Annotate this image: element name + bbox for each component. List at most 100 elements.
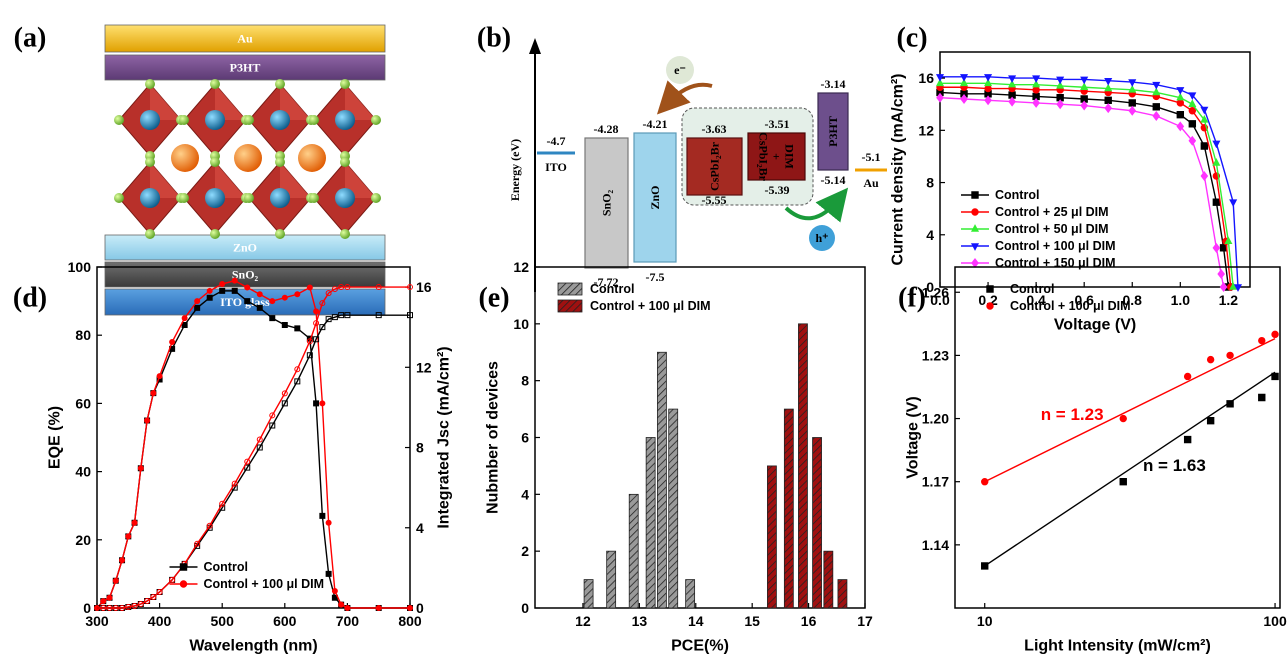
- data-point: [982, 563, 988, 569]
- legend-marker: [972, 259, 978, 267]
- data-point: [182, 322, 187, 327]
- hole-label: h⁺: [815, 231, 828, 245]
- a-site: [171, 144, 199, 172]
- layer-name: Au: [863, 176, 879, 190]
- x-site: [340, 157, 350, 167]
- x-site: [244, 193, 254, 203]
- y-tick-label: 10: [513, 316, 529, 332]
- y2-tick-label: 12: [416, 359, 432, 375]
- level-value: -3.63: [702, 122, 727, 136]
- x-site: [309, 115, 319, 125]
- data-point: [1201, 172, 1207, 180]
- data-point: [1259, 394, 1265, 400]
- legend-label: Control + 100 μl DIM: [1010, 299, 1131, 313]
- legend-label: Control: [204, 560, 248, 574]
- panel-label: (d): [13, 283, 47, 314]
- x-tick-label: 600: [273, 613, 297, 629]
- legend-label: Control: [995, 188, 1039, 202]
- data-point: [1129, 107, 1135, 115]
- legend-label: Control + 100 μl DIM: [590, 299, 711, 313]
- legend-label: Control + 100 μl DIM: [204, 577, 325, 591]
- bar: [767, 466, 776, 608]
- legend-marker: [180, 564, 186, 570]
- x-site: [179, 115, 189, 125]
- level-value: -5.1: [862, 150, 881, 164]
- legend-marker: [987, 303, 993, 309]
- data-point: [320, 401, 325, 406]
- legend-marker: [987, 286, 993, 292]
- data-point: [1057, 77, 1063, 83]
- x-tick-label: 400: [148, 613, 172, 629]
- y-tick-label: 40: [75, 464, 91, 480]
- energy-axis-label: Energy (eV): [508, 139, 522, 201]
- data-point: [257, 292, 262, 297]
- layer-label: ZnO: [233, 241, 257, 255]
- data-point: [1272, 373, 1278, 379]
- data-point: [232, 278, 237, 283]
- fit-annotation: n = 1.23: [1041, 405, 1104, 424]
- layer-name: P3HT: [826, 116, 840, 147]
- b-site: [140, 110, 160, 130]
- b-site: [140, 188, 160, 208]
- data-point: [157, 374, 162, 379]
- x-tick-label: 500: [211, 613, 235, 629]
- data-point: [107, 595, 112, 600]
- legend-swatch: [558, 283, 582, 295]
- x-tick-label: 700: [336, 613, 360, 629]
- data-point: [408, 606, 413, 611]
- data-point: [257, 305, 262, 310]
- legend-marker: [180, 581, 186, 587]
- legend-label: Control + 25 μl DIM: [995, 205, 1109, 219]
- x-tick-label: 1.0: [1171, 292, 1191, 308]
- data-point: [1105, 104, 1111, 112]
- panel-label: (b): [477, 23, 511, 54]
- data-point: [220, 288, 225, 293]
- x-site: [371, 115, 381, 125]
- data-point: [1201, 107, 1207, 113]
- x-site: [179, 193, 189, 203]
- x-tick-label: 10: [977, 613, 993, 629]
- layer-name: CsPbI₂Br: [708, 141, 722, 191]
- data-point: [1213, 159, 1219, 165]
- legend-marker: [972, 209, 978, 215]
- fit-annotation: n = 1.63: [1143, 456, 1206, 475]
- data-point: [170, 340, 175, 345]
- x-axis-label: Voltage (V): [1054, 317, 1136, 334]
- layer-name: ZnO: [648, 185, 662, 209]
- x-site: [275, 157, 285, 167]
- bar: [686, 580, 695, 608]
- y-tick-label: 4: [521, 486, 529, 502]
- y-tick-label: 100: [68, 259, 92, 275]
- legend-label: Control + 100 μl DIM: [995, 239, 1116, 253]
- y2-axis-label: Integrated Jsc (mA/cm²): [436, 346, 453, 528]
- fit-line: [985, 339, 1275, 482]
- data-point: [326, 571, 331, 576]
- x-tick-label: 17: [857, 613, 873, 629]
- data-point: [120, 558, 125, 563]
- legend-marker: [972, 244, 978, 250]
- data-point: [1120, 479, 1126, 485]
- level-value: -5.55: [702, 193, 727, 207]
- data-point: [320, 513, 325, 518]
- bar: [798, 324, 807, 608]
- data-point: [1177, 100, 1183, 106]
- x-site: [114, 193, 124, 203]
- data-point: [220, 282, 225, 287]
- x-tick-label: 12: [575, 613, 591, 629]
- legend-label: Control: [590, 282, 634, 296]
- data-point: [1227, 401, 1233, 407]
- x-axis-label: Light Intensity (mW/cm²): [1024, 638, 1211, 655]
- layer-name: CsPbI₂Br: [757, 132, 771, 182]
- layer-name: ITO: [545, 160, 567, 174]
- electron-label: e⁻: [674, 63, 686, 77]
- data-point: [151, 391, 156, 396]
- bar: [784, 409, 793, 608]
- y-tick-label: 2: [521, 543, 529, 559]
- y-tick-label: 1.20: [922, 411, 949, 427]
- b-site: [335, 110, 355, 130]
- level-value: -7.5: [646, 270, 665, 284]
- data-point: [195, 305, 200, 310]
- data-point: [207, 288, 212, 293]
- data-point: [1201, 143, 1207, 149]
- a-site: [298, 144, 326, 172]
